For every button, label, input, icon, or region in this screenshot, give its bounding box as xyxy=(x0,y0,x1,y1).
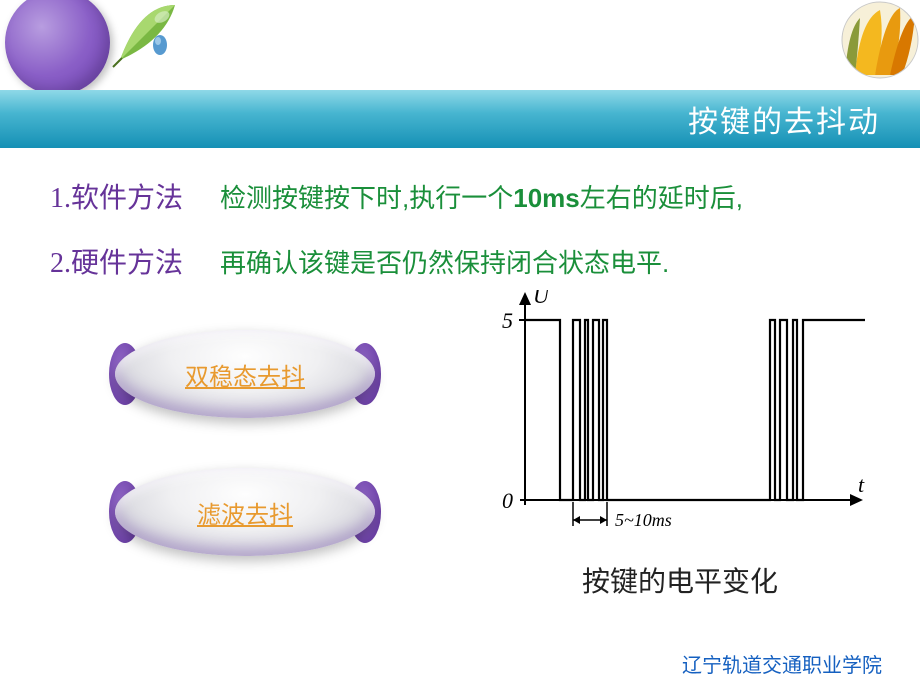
bistable-button[interactable]: 双稳态去抖 xyxy=(115,330,375,418)
bistable-link[interactable]: 双稳态去抖 xyxy=(115,330,375,418)
filter-link[interactable]: 滤波去抖 xyxy=(115,468,375,556)
leaf-icon xyxy=(110,0,185,70)
method-1-label: 1.软件方法 xyxy=(50,176,220,216)
desc-part-a: 检测按键按下时,执行一个 xyxy=(220,183,513,213)
desc-emphasis: 10ms xyxy=(513,183,580,213)
purple-sphere-icon xyxy=(5,0,110,95)
page-title: 按键的去抖动 xyxy=(688,97,880,141)
waveform-svg: 5 0 Ut 5~10ms xyxy=(490,290,870,540)
svg-text:0: 0 xyxy=(502,488,513,513)
software-desc-line1: 检测按键按下时,执行一个10ms左右的延时后, xyxy=(220,175,743,222)
waveform-graph: 5 0 Ut 5~10ms 按键的电平变化 xyxy=(490,290,870,600)
software-desc-line2: 再确认该键是否仍然保持闭合状态电平. xyxy=(220,240,669,287)
svg-text:5~10ms: 5~10ms xyxy=(615,510,672,530)
svg-text:5: 5 xyxy=(502,308,513,333)
filter-button[interactable]: 滤波去抖 xyxy=(115,468,375,556)
svg-text:t: t xyxy=(858,472,865,497)
svg-text:U: U xyxy=(533,290,551,308)
footer-text: 辽宁轨道交通职业学院 xyxy=(682,649,882,678)
hardware-buttons: 双稳态去抖 滤波去抖 xyxy=(70,330,420,606)
content-area: 1.软件方法 检测按键按下时,执行一个10ms左右的延时后, 2.硬件方法 再确… xyxy=(0,165,920,305)
method-2-label: 2.硬件方法 xyxy=(50,241,220,281)
flower-icon xyxy=(840,0,920,80)
desc-part-c: 左右的延时后, xyxy=(580,183,743,213)
title-bar: 按键的去抖动 xyxy=(0,90,920,148)
header-decoration xyxy=(0,0,920,90)
graph-caption: 按键的电平变化 xyxy=(490,560,870,600)
